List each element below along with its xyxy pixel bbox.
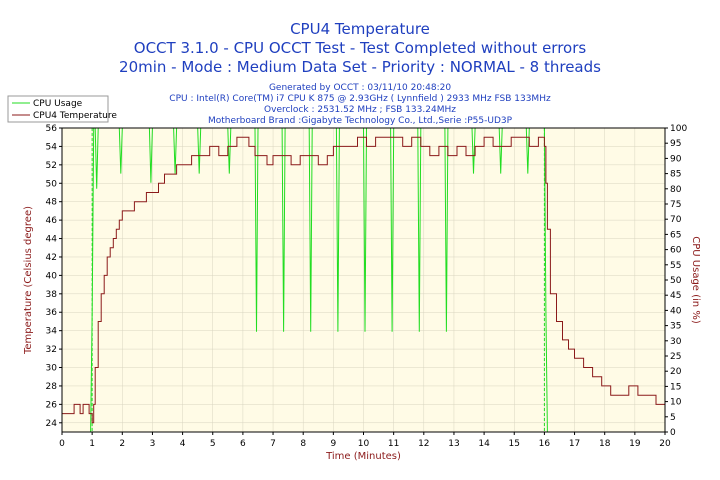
x-tick-label: 12 xyxy=(418,439,429,449)
y-left-tick-label: 30 xyxy=(46,364,58,374)
y-right-tick-label: 90 xyxy=(670,154,682,164)
y-left-tick-label: 54 xyxy=(46,142,58,152)
y-right-tick-label: 80 xyxy=(670,185,682,195)
y-left-tick-label: 48 xyxy=(46,198,58,208)
y-left-tick-label: 28 xyxy=(46,382,58,392)
y-right-tick-label: 45 xyxy=(670,291,681,301)
x-tick-label: 13 xyxy=(448,439,459,449)
x-tick-label: 14 xyxy=(478,439,490,449)
tick-labels: 0 1 2 3 4 5 6 7 8 9 10 11 12 13 14 15 16 17 18 19 2024262830… xyxy=(46,124,688,449)
y-right-tick-label: 55 xyxy=(670,261,681,271)
info-overclock: Overclock : 2531.52 MHz ; FSB 133.24MHz xyxy=(264,105,456,115)
legend-box xyxy=(7,95,109,123)
y-left-tick-label: 50 xyxy=(46,179,58,189)
x-tick-label: 20 xyxy=(659,439,671,449)
y-left-tick-label: 26 xyxy=(46,400,58,410)
info-cpu: CPU : Intel(R) Core(TM) i7 CPU K 875 @ 2… xyxy=(169,94,551,104)
y-left-tick-label: 38 xyxy=(46,290,58,300)
info-motherboard: Motherboard Brand :Gigabyte Technology C… xyxy=(207,116,513,126)
x-tick-label: 15 xyxy=(509,439,520,449)
x-tick-label: 1 xyxy=(89,439,95,449)
legend-cpu-usage: CPU Usage xyxy=(33,99,83,109)
x-tick-label: 7 xyxy=(270,439,276,449)
y-left-tick-label: 44 xyxy=(46,235,58,245)
x-tick-label: 10 xyxy=(358,439,370,449)
y-right-tick-label: 20 xyxy=(670,367,682,377)
y-right-tick-label: 50 xyxy=(670,276,682,286)
temperature-line xyxy=(62,136,665,424)
y-left-tick-label: 24 xyxy=(46,419,58,429)
y-left-tick-label: 36 xyxy=(46,308,58,318)
x-tick-label: 0 xyxy=(59,439,65,449)
y-right-tick-label: 40 xyxy=(670,306,682,316)
x-tick-label: 17 xyxy=(569,439,580,449)
info-generated: Generated by OCCT : 03/11/10 20:48:20 xyxy=(268,83,452,93)
y-left-tick-label: 40 xyxy=(46,271,58,281)
x-tick-label: 4 xyxy=(180,439,186,449)
y-right-tick-label: 100 xyxy=(670,124,687,134)
y-left-tick-label: 56 xyxy=(46,124,58,134)
y-right-tick-label: 10 xyxy=(670,398,682,408)
y-right-tick-label: 95 xyxy=(670,139,681,149)
y-right-tick-label: 15 xyxy=(670,382,681,392)
x-tick-label: 2 xyxy=(119,439,125,449)
x-tick-label: 5 xyxy=(210,439,216,449)
y-left-tick-label: 42 xyxy=(46,253,57,263)
x-tick-label: 3 xyxy=(150,439,156,449)
x-tick-label: 9 xyxy=(330,439,336,449)
legend: CPU Usage CPU4 Temperature xyxy=(7,95,117,123)
y-axis-right-label: CPU Usage (in %) xyxy=(690,236,701,324)
y-right-tick-label: 75 xyxy=(670,200,681,210)
chart-subtitle-mode: 20min - Mode : Medium Data Set - Priorit… xyxy=(119,58,601,76)
legend-temperature: CPU4 Temperature xyxy=(33,111,117,121)
y-left-tick-label: 32 xyxy=(46,345,57,355)
y-right-tick-label: 60 xyxy=(670,246,682,256)
y-left-tick-label: 52 xyxy=(46,161,57,171)
chart-title: CPU4 Temperature xyxy=(290,20,430,38)
y-right-tick-label: 0 xyxy=(670,428,676,438)
y-right-tick-label: 85 xyxy=(670,170,681,180)
y-right-tick-label: 25 xyxy=(670,352,681,362)
x-tick-label: 11 xyxy=(388,439,399,449)
y-right-tick-label: 70 xyxy=(670,215,682,225)
x-tick-label: 8 xyxy=(300,439,306,449)
y-left-tick-label: 34 xyxy=(46,327,58,337)
x-axis-label: Time (Minutes) xyxy=(325,451,401,462)
x-tick-label: 19 xyxy=(629,439,641,449)
x-tick-label: 6 xyxy=(240,439,246,449)
y-left-tick-label: 46 xyxy=(46,216,58,226)
chart-subtitle-test: OCCT 3.1.0 - CPU OCCT Test - Test Comple… xyxy=(133,39,587,57)
y-axis-left-label: Temperature (Celsius degree) xyxy=(23,206,34,355)
x-tick-label: 16 xyxy=(539,439,551,449)
y-right-tick-label: 65 xyxy=(670,230,681,240)
y-right-tick-label: 5 xyxy=(670,413,676,423)
y-right-tick-label: 30 xyxy=(670,337,682,347)
x-tick-label: 18 xyxy=(599,439,611,449)
y-right-tick-label: 35 xyxy=(670,322,681,332)
